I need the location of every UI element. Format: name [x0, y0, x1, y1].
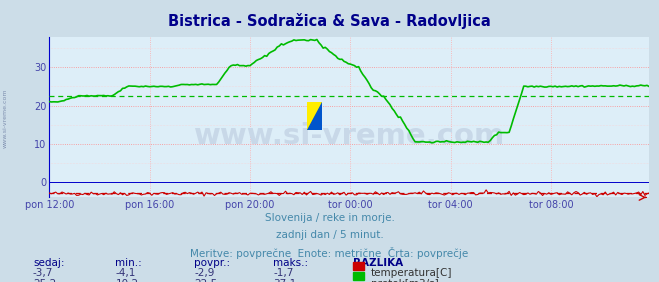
Polygon shape [307, 102, 322, 130]
Text: -3,7: -3,7 [33, 268, 53, 278]
Text: 22,5: 22,5 [194, 279, 217, 282]
Text: 25,2: 25,2 [33, 279, 56, 282]
Text: -2,9: -2,9 [194, 268, 215, 278]
Text: pretok[m3/s]: pretok[m3/s] [371, 279, 439, 282]
Text: -4,1: -4,1 [115, 268, 136, 278]
Text: Meritve: povprečne  Enote: metrične  Črta: povprečje: Meritve: povprečne Enote: metrične Črta:… [190, 247, 469, 259]
Text: sedaj:: sedaj: [33, 258, 65, 268]
Text: 37,1: 37,1 [273, 279, 297, 282]
Text: Slovenija / reke in morje.: Slovenija / reke in morje. [264, 213, 395, 223]
Text: zadnji dan / 5 minut.: zadnji dan / 5 minut. [275, 230, 384, 240]
Text: RAZLIKA: RAZLIKA [353, 258, 403, 268]
Text: Bistrica - Sodražica & Sava - Radovljica: Bistrica - Sodražica & Sava - Radovljica [168, 13, 491, 29]
Text: temperatura[C]: temperatura[C] [371, 268, 453, 278]
Text: maks.:: maks.: [273, 258, 308, 268]
Text: povpr.:: povpr.: [194, 258, 231, 268]
Text: 10,2: 10,2 [115, 279, 138, 282]
Text: -1,7: -1,7 [273, 268, 294, 278]
Text: www.si-vreme.com: www.si-vreme.com [194, 122, 505, 150]
Text: min.:: min.: [115, 258, 142, 268]
Text: www.si-vreme.com: www.si-vreme.com [3, 89, 8, 148]
